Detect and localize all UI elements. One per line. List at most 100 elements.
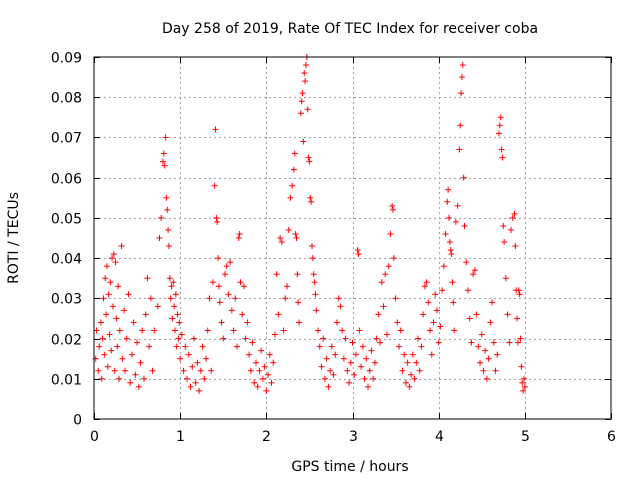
data-point [347, 359, 354, 366]
data-point [309, 255, 316, 262]
data-point [297, 110, 304, 117]
data-point [177, 355, 184, 362]
data-point [401, 351, 408, 358]
data-point [216, 299, 223, 306]
x-tick-label: 1 [176, 429, 185, 445]
data-point [356, 327, 363, 334]
data-point [165, 243, 172, 250]
data-point [130, 319, 137, 326]
data-point [499, 154, 506, 161]
data-point [366, 367, 373, 374]
data-point [409, 351, 416, 358]
data-point [178, 331, 185, 338]
data-point [235, 235, 242, 241]
data-point [270, 359, 277, 366]
data-point [508, 226, 515, 233]
data-point [519, 379, 526, 386]
data-point [142, 311, 149, 318]
data-point [446, 214, 453, 221]
data-point [451, 327, 458, 334]
data-point [247, 367, 254, 374]
data-point [125, 291, 132, 298]
data-point [482, 347, 489, 354]
data-point [511, 210, 518, 217]
data-point [239, 311, 246, 318]
data-point [332, 351, 339, 358]
data-point [487, 319, 494, 326]
data-point [190, 335, 197, 342]
data-point [352, 351, 359, 358]
data-point [506, 339, 513, 346]
data-point [358, 363, 365, 370]
data-point [475, 343, 482, 350]
data-point [287, 194, 294, 201]
data-point [361, 375, 368, 382]
data-point [442, 230, 449, 237]
data-point [151, 327, 158, 334]
data-point [310, 271, 317, 278]
data-point [463, 259, 470, 266]
data-point [378, 279, 385, 286]
data-point [166, 275, 173, 282]
data-point [164, 206, 171, 213]
x-tick-label: 5 [521, 429, 530, 445]
data-point [377, 339, 384, 346]
data-point [258, 347, 265, 354]
data-point [517, 335, 524, 342]
data-point [271, 331, 278, 338]
data-point [368, 347, 375, 354]
data-point [428, 351, 435, 358]
y-axis-label: ROTI / TECUs [6, 192, 22, 284]
data-point [306, 158, 313, 165]
data-point [420, 311, 427, 318]
data-point [123, 335, 130, 342]
data-point [502, 275, 509, 282]
data-point [298, 98, 305, 105]
data-point [447, 247, 454, 254]
data-point [402, 379, 409, 386]
data-point [470, 271, 477, 278]
data-point [154, 303, 161, 310]
data-point [459, 62, 466, 69]
data-point [221, 271, 228, 278]
data-point [485, 355, 492, 362]
data-point [445, 186, 452, 193]
data-point [159, 158, 166, 165]
data-point [108, 347, 115, 354]
data-point [313, 307, 320, 314]
data-point [237, 279, 244, 286]
data-point [496, 122, 503, 129]
y-tick-label: 0.08 [51, 91, 82, 107]
data-point [300, 138, 307, 145]
data-point [109, 255, 116, 262]
data-point [318, 363, 325, 370]
data-point [215, 255, 222, 262]
data-point [355, 251, 362, 258]
data-point [158, 214, 165, 221]
data-point [293, 235, 300, 241]
data-point [404, 359, 411, 366]
data-point [132, 371, 139, 378]
data-point [483, 375, 490, 382]
data-point [456, 146, 463, 153]
data-point [182, 343, 189, 350]
plot-frame [93, 56, 612, 420]
data-point [394, 319, 401, 326]
data-point [171, 327, 178, 334]
y-tick-label: 0.02 [51, 333, 82, 349]
data-point [97, 319, 104, 326]
data-point [411, 375, 418, 382]
data-point [162, 134, 169, 141]
data-point [115, 283, 122, 290]
data-point [134, 339, 141, 346]
data-point [228, 307, 235, 314]
data-point [311, 279, 318, 286]
data-point [240, 283, 247, 290]
data-point [201, 375, 208, 382]
y-tick-label: 0.01 [51, 373, 82, 389]
data-point [468, 339, 475, 346]
data-point [520, 387, 527, 394]
data-point [230, 327, 237, 334]
data-point [189, 363, 196, 370]
